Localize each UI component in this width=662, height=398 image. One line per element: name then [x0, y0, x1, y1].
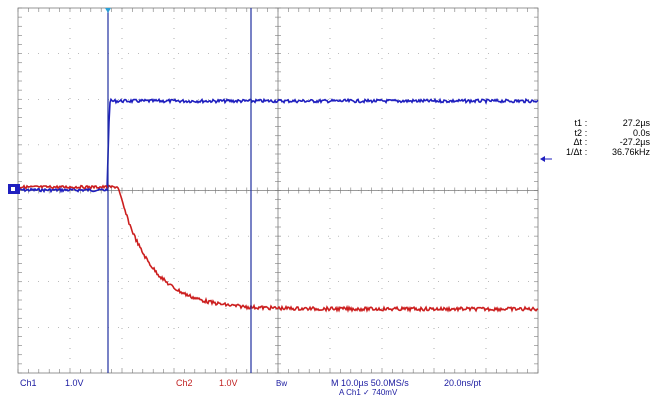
ch1-scale: 1.0V [65, 378, 84, 388]
resolution-readout: 20.0ns/pt [444, 378, 482, 388]
channel-1-trace [17, 97, 539, 194]
cursor-readout-value: 0.0s [632, 127, 650, 138]
timebase-readout: M 10.0µs 50.0MS/s [331, 378, 409, 388]
cursor-readout-value: 27.2µs [622, 118, 650, 128]
trigger-level-arrow-icon[interactable] [540, 156, 552, 162]
cursor-readout-separator: : [584, 146, 588, 157]
cursor-readout-separator: : [584, 127, 588, 138]
graticule-grid [17, 7, 539, 374]
ch1-name: Ch1 [20, 378, 37, 388]
cursor-readout-panel: t1: 27.2µs t2: 0.0s Δt: -27.2µs 1/Δt: 36.76kHz [558, 118, 650, 158]
cursor-readout-label: t1 [574, 118, 582, 128]
cursor-readout-row: t2: 0.0s [558, 127, 650, 139]
cursor-readout-row: 1/Δt: 36.76kHz [558, 146, 650, 158]
cursor-readout-value: 36.76kHz [611, 146, 650, 157]
cursor-readout-label: Δt [573, 137, 582, 147]
channel-2-trace [17, 184, 539, 313]
cursor-readout-label: 1/Δt [565, 146, 582, 157]
trigger-readout: A Ch1 ✓ 740mV [339, 388, 398, 397]
status-bar: Ch1 1.0V Ch2 1.0V Bw M 10.0µs 50.0MS/s 2… [0, 376, 662, 397]
cursor-readout-value: -27.2µs [619, 137, 650, 147]
cursor-readout-row: t1: 27.2µs [558, 118, 650, 129]
channel-1-ground-marker-icon[interactable] [8, 184, 20, 194]
cursor-readout-separator: : [584, 118, 588, 128]
cursor-readout-row: Δt: -27.2µs [558, 137, 650, 148]
cursor-readout-separator: : [584, 137, 588, 147]
cursor-readout-label: t2 [574, 127, 582, 138]
ch2-scale: 1.0V [219, 378, 238, 388]
bandwidth-limit-indicator: Bw [276, 379, 288, 388]
trigger-position-marker-icon [105, 8, 111, 13]
ch2-name: Ch2 [176, 378, 193, 388]
